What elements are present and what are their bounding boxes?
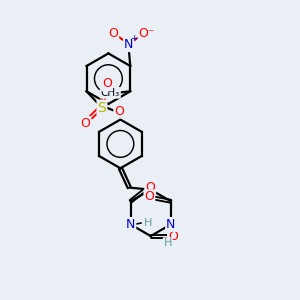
Text: CH₃: CH₃ — [101, 88, 120, 98]
Text: N: N — [124, 38, 134, 51]
Text: O: O — [145, 181, 155, 194]
Text: O: O — [168, 230, 178, 242]
Text: O: O — [102, 77, 112, 90]
Text: O: O — [144, 190, 154, 203]
Text: H: H — [164, 238, 172, 248]
Text: N: N — [166, 218, 176, 231]
Text: O: O — [108, 27, 118, 40]
Text: S: S — [98, 100, 106, 115]
Text: H: H — [144, 218, 153, 228]
Text: O: O — [80, 117, 90, 130]
Text: N: N — [126, 218, 135, 231]
Text: O⁻: O⁻ — [138, 27, 155, 40]
Text: +: + — [130, 34, 138, 43]
Text: O: O — [114, 105, 124, 118]
